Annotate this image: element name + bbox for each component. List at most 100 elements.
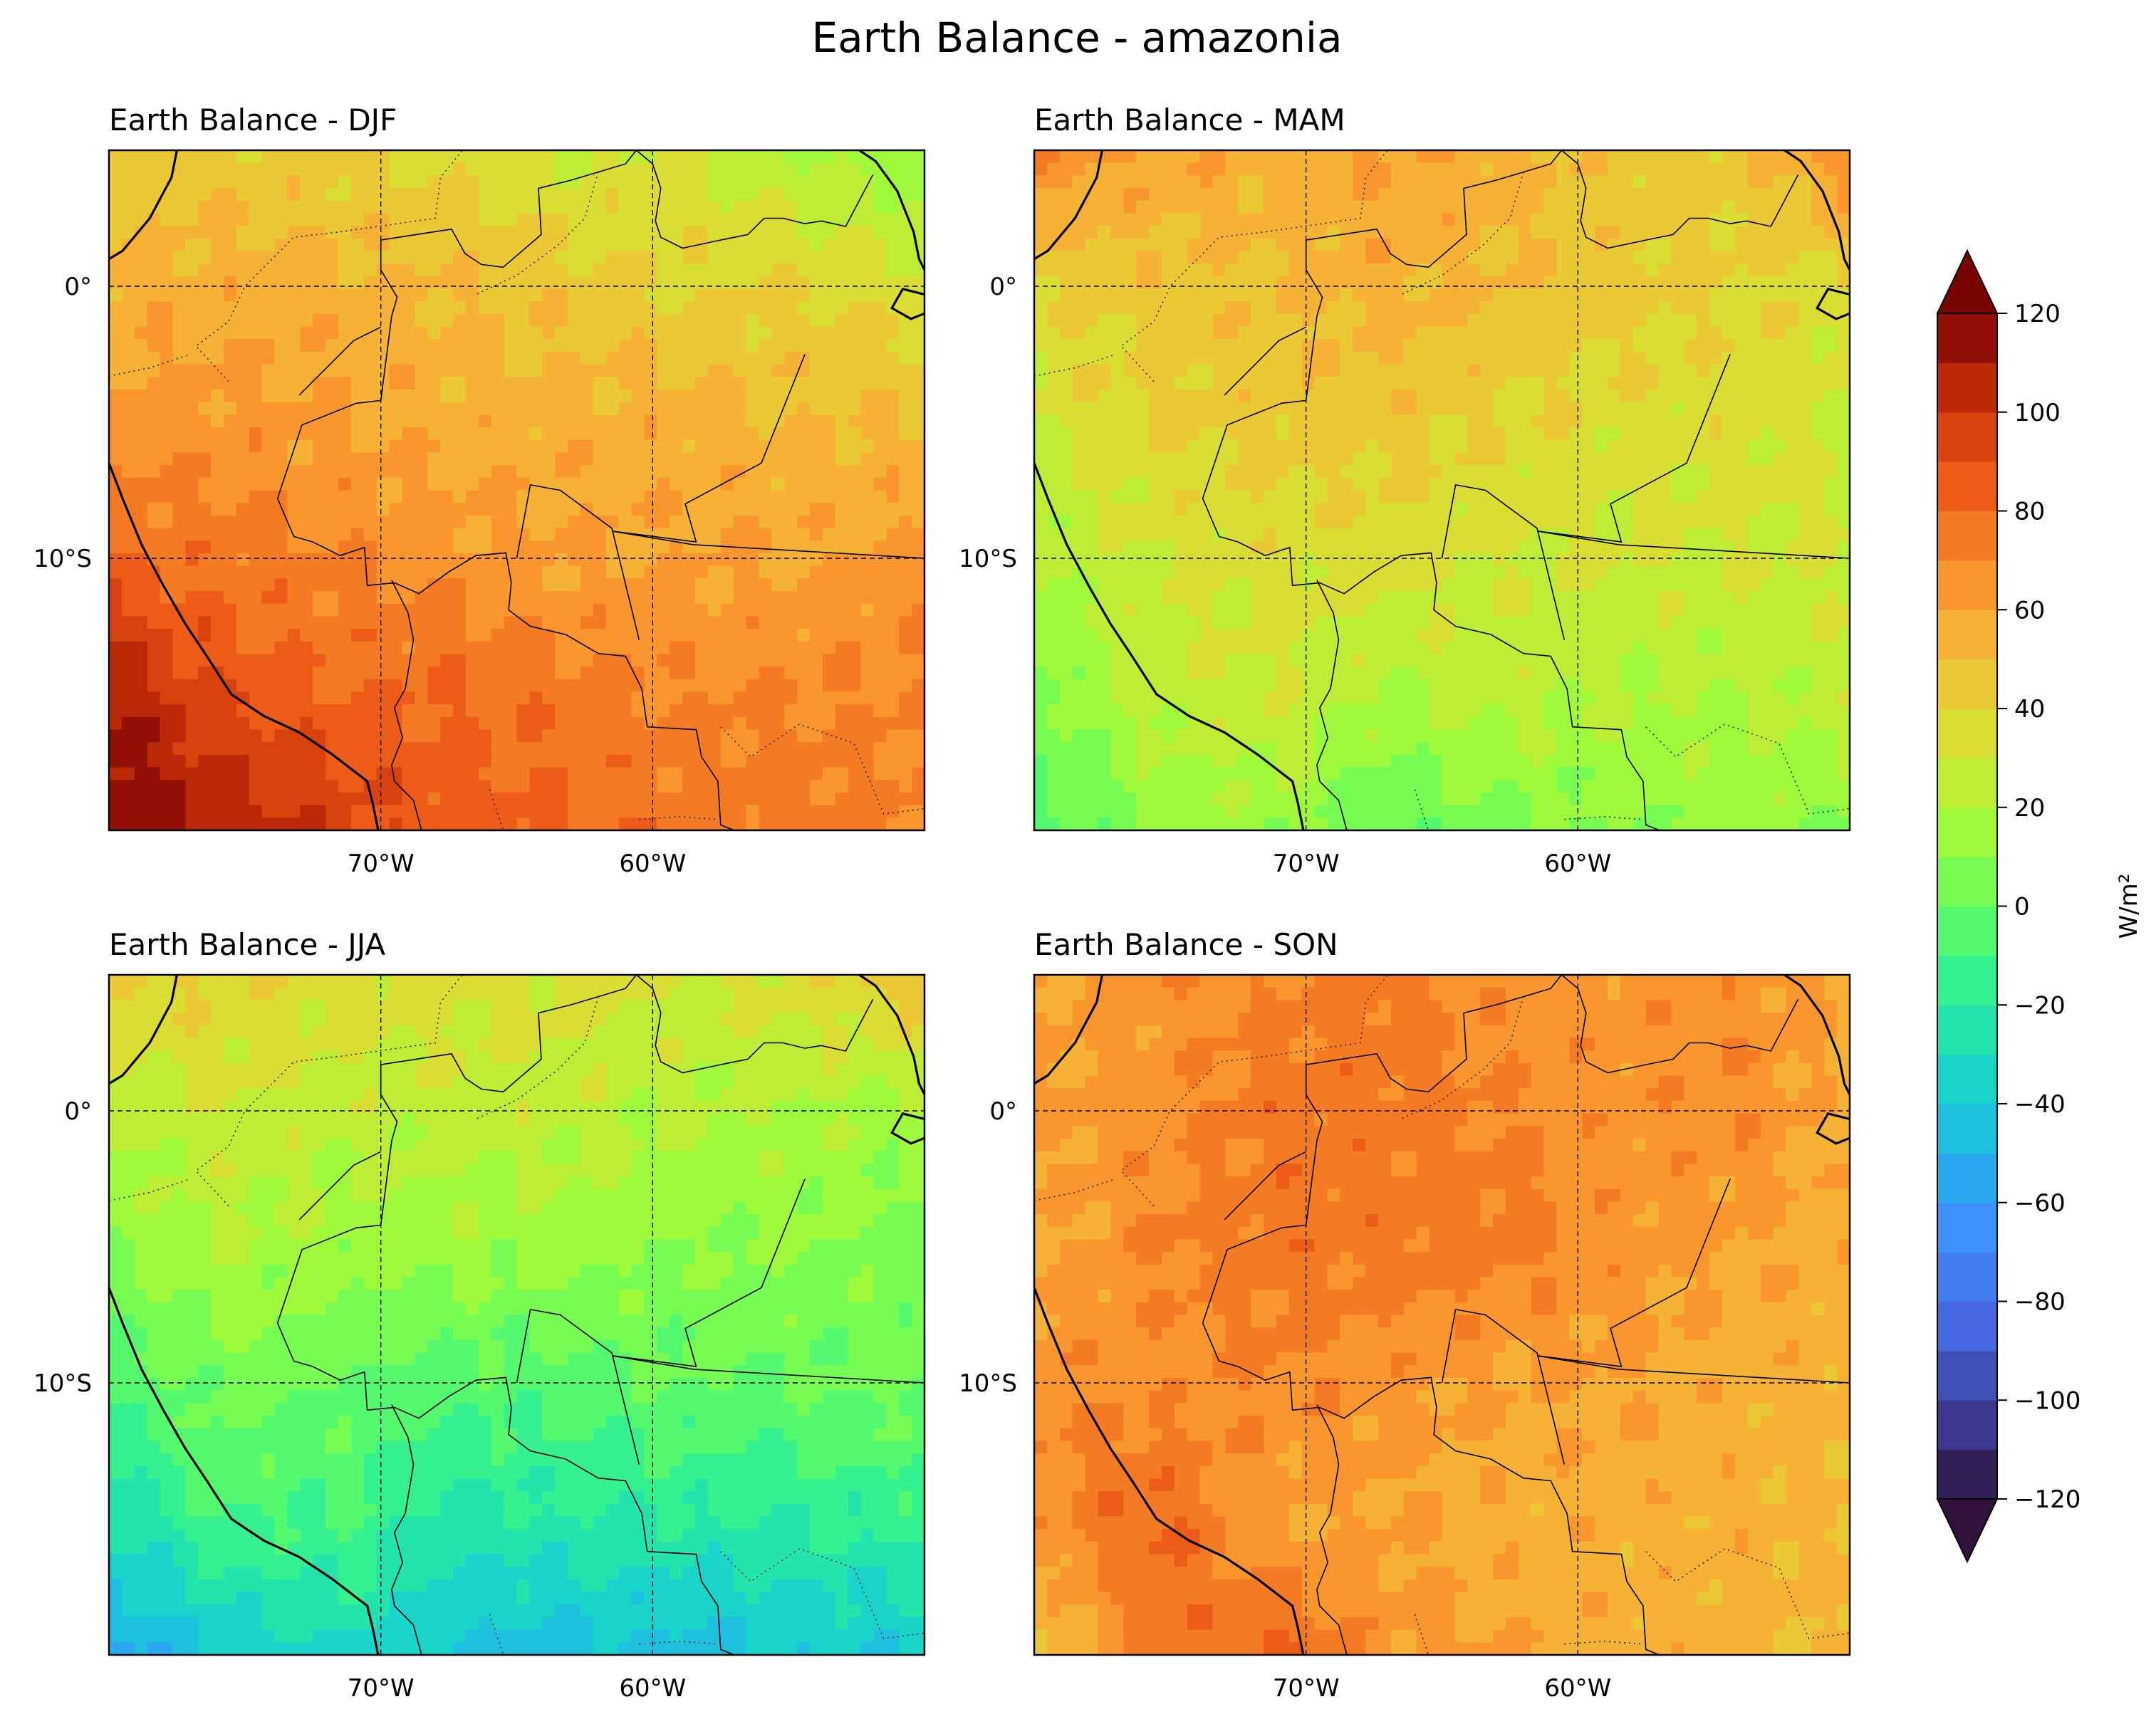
field-cell	[529, 590, 543, 605]
field-cell	[835, 414, 849, 428]
field-cell	[109, 213, 123, 226]
field-cell	[1632, 364, 1647, 378]
field-cell	[185, 603, 199, 617]
field-cell	[1773, 238, 1787, 252]
field-cell	[1798, 414, 1813, 428]
field-cell	[363, 339, 377, 352]
field-cell	[631, 805, 645, 819]
field-cell	[1442, 150, 1456, 164]
field-cell	[809, 817, 823, 830]
field-cell	[873, 238, 887, 252]
field-cell	[618, 603, 632, 617]
field-cell	[453, 667, 467, 680]
field-cell	[542, 251, 556, 264]
field-cell	[848, 742, 862, 756]
field-cell	[1288, 276, 1303, 290]
field-cell	[350, 213, 365, 226]
field-cell	[478, 339, 492, 352]
field-cell	[1569, 364, 1583, 378]
field-cell	[402, 452, 416, 466]
field-cell	[198, 603, 212, 617]
field-cell	[1034, 390, 1048, 403]
field-cell	[453, 263, 467, 277]
field-cell	[618, 402, 632, 416]
field-cell	[1824, 402, 1838, 416]
field-cell	[211, 238, 224, 252]
field-cell	[1340, 313, 1354, 328]
field-cell	[363, 351, 377, 365]
field-cell	[1556, 288, 1571, 303]
field-cell	[1798, 351, 1813, 365]
field-cell	[1264, 150, 1277, 164]
field-cell	[1671, 150, 1685, 164]
field-cell	[326, 276, 339, 290]
field-cell	[797, 667, 811, 680]
field-cell	[1608, 326, 1621, 340]
field-cell	[415, 641, 429, 655]
field-cell	[147, 402, 161, 416]
field-cell	[1480, 162, 1494, 177]
field-cell	[1327, 150, 1341, 164]
field-cell	[1811, 263, 1826, 277]
field-cell	[1480, 150, 1494, 164]
field-cell	[746, 477, 760, 491]
field-cell	[1658, 251, 1672, 264]
field-cell	[147, 528, 161, 542]
field-cell	[1378, 377, 1392, 390]
field-cell	[670, 377, 683, 390]
field-cell	[185, 503, 199, 516]
field-cell	[491, 288, 505, 303]
field-cell	[516, 780, 531, 793]
field-cell	[198, 767, 212, 781]
field-cell	[363, 616, 377, 629]
field-cell	[631, 427, 645, 441]
field-cell	[1505, 288, 1519, 303]
field-cell	[1454, 238, 1469, 252]
field-cell	[631, 641, 645, 655]
field-cell	[733, 251, 747, 264]
field-cell	[1824, 288, 1838, 303]
field-cell	[644, 590, 658, 605]
field-cell	[784, 326, 798, 340]
field-cell	[261, 402, 276, 416]
field-cell	[1632, 213, 1647, 226]
field-cell	[670, 817, 683, 830]
field-cell	[835, 301, 849, 315]
field-cell	[1288, 188, 1303, 202]
field-cell	[1288, 200, 1303, 214]
field-cell	[147, 490, 161, 503]
field-cell	[605, 188, 620, 202]
field-cell	[1378, 414, 1392, 428]
field-cell	[1734, 301, 1749, 315]
field-cell	[1327, 351, 1341, 365]
field-cell	[261, 704, 276, 718]
field-cell	[134, 276, 148, 290]
field-cell	[363, 667, 377, 680]
field-cell	[491, 364, 505, 378]
field-cell	[350, 339, 365, 352]
field-cell	[899, 188, 912, 202]
field-cell	[1353, 150, 1366, 164]
field-cell	[542, 313, 556, 328]
field-cell	[300, 578, 314, 592]
field-cell	[605, 150, 620, 164]
field-cell	[1072, 150, 1086, 164]
field-cell	[784, 603, 798, 617]
field-cell	[1569, 351, 1583, 365]
field-cell	[1403, 276, 1417, 290]
field-cell	[415, 226, 429, 239]
field-cell	[109, 716, 123, 731]
field-cell	[593, 716, 607, 731]
field-cell	[134, 313, 148, 328]
field-cell	[707, 402, 722, 416]
field-cell	[733, 590, 747, 605]
field-cell	[160, 641, 174, 655]
field-cell	[376, 351, 390, 365]
field-cell	[1480, 326, 1494, 340]
field-cell	[1149, 226, 1162, 239]
field-cell	[1786, 313, 1800, 328]
field-cell	[644, 477, 658, 491]
field-cell	[593, 553, 607, 567]
field-cell	[644, 691, 658, 705]
field-cell	[427, 414, 441, 428]
